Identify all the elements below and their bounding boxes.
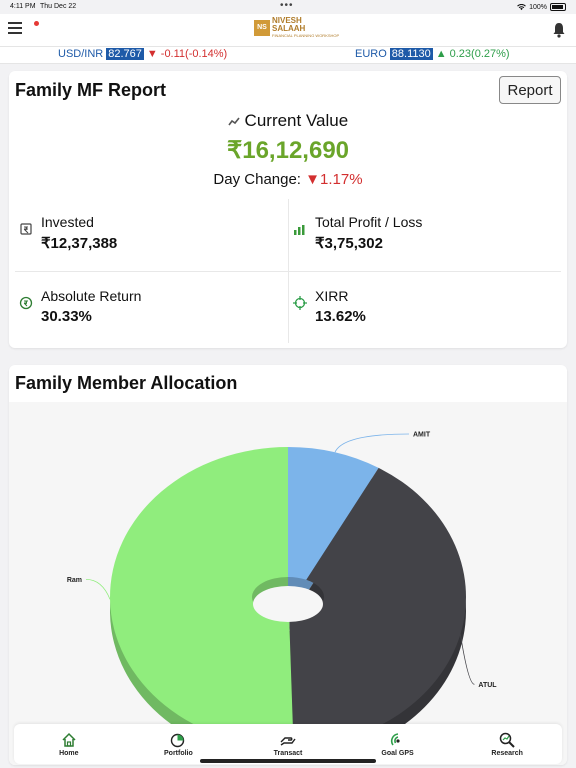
absolute-return-label: Absolute Return — [41, 288, 142, 304]
battery-percent: 100% — [529, 3, 547, 11]
stats-divider-v — [288, 199, 289, 343]
profit-loss-value: ₹3,75,302 — [315, 235, 383, 252]
logo-line1: NIVESH — [272, 16, 302, 25]
pie-label-atul: ATUL — [478, 682, 497, 689]
goal-gps-icon — [390, 732, 400, 745]
usd-down-icon: ▼ — [146, 48, 158, 60]
xirr-label: XIRR — [315, 288, 349, 304]
target-icon — [293, 296, 307, 310]
pie-label-amit: AMIT — [413, 432, 431, 439]
research-icon — [499, 732, 515, 748]
family-member-allocation-card: Family Member Allocation AMIT ATUL Ram — [9, 365, 567, 765]
current-value-text: Current Value — [244, 111, 349, 130]
tab-research-label: Research — [491, 749, 523, 757]
xirr-value: 13.62% — [315, 308, 366, 325]
day-change: Day Change: ▼1.17% — [9, 171, 567, 188]
app-header: NS NIVESH SALAAH FINANCIAL PLANNING WORK… — [0, 14, 576, 46]
menu-icon[interactable] — [8, 22, 22, 34]
pie-label-ram: Ram — [67, 577, 82, 584]
transact-icon — [280, 736, 296, 746]
tab-transact[interactable]: Transact — [233, 724, 343, 764]
invested-icon — [20, 223, 32, 235]
wifi-icon — [517, 3, 526, 10]
usd-label: USD/INR — [58, 48, 104, 60]
portfolio-icon — [171, 733, 185, 747]
multitask-dots[interactable]: ••• — [280, 0, 294, 11]
tab-goal-gps-label: Goal GPS — [381, 749, 414, 757]
current-value-amount: ₹16,12,690 — [226, 137, 350, 164]
pie-slice-atul[interactable] — [289, 467, 467, 747]
home-icon — [62, 732, 76, 747]
euro-up-icon: ▲ — [435, 48, 447, 60]
tab-research[interactable]: Research — [452, 724, 562, 764]
euro-value: 88.1130 — [389, 48, 433, 60]
day-change-down-icon: ▼ — [305, 171, 321, 188]
bell-icon[interactable] — [552, 22, 566, 38]
report-title: Family MF Report — [15, 80, 167, 100]
invested-label: Invested — [41, 214, 94, 230]
family-mf-report-card: Family MF Report Report Current Value ₹1… — [9, 71, 567, 348]
usd-change: -0.11(-0.14%) — [160, 48, 228, 60]
app-logo: NS NIVESH SALAAH FINANCIAL PLANNING WORK… — [254, 17, 339, 38]
status-date: Thu Dec 22 — [40, 3, 77, 10]
logo-subtitle: FINANCIAL PLANNING WORKSHOP — [272, 33, 340, 38]
pie-label-line-atul — [460, 634, 475, 685]
notification-dot — [34, 21, 39, 26]
tab-home[interactable]: Home — [14, 724, 124, 764]
tab-portfolio[interactable]: Portfolio — [124, 724, 234, 764]
euro-label: EURO — [355, 48, 387, 60]
pie-label-line-amit — [334, 433, 410, 453]
pie-slice-amit[interactable] — [288, 447, 379, 580]
return-icon — [19, 296, 33, 310]
home-indicator — [200, 759, 376, 763]
usd-value: 82.767 — [106, 48, 144, 60]
pie-label-line-ram — [86, 578, 111, 600]
logo-mark: NS — [254, 19, 270, 36]
trend-icon — [228, 117, 240, 125]
euro-change: 0.23(0.27%) — [449, 48, 510, 60]
tab-transact-label: Transact — [273, 749, 303, 757]
euro-rate: EURO 88.1130 ▲ 0.23(0.27%) — [355, 48, 510, 60]
status-bar: 4:11 PM Thu Dec 22 ••• 100% — [0, 0, 576, 14]
tab-portfolio-label: Portfolio — [164, 749, 193, 757]
pie-hole — [253, 586, 323, 622]
allocation-chart-area: AMIT ATUL Ram — [9, 402, 567, 765]
current-value-label: Current Value — [9, 111, 567, 131]
allocation-pie-chart[interactable]: AMIT ATUL Ram — [9, 402, 567, 765]
allocation-title: Family Member Allocation — [15, 373, 238, 393]
day-change-label: Day Change: — [213, 171, 301, 188]
invested-value: ₹12,37,388 — [41, 235, 118, 252]
tab-home-label: Home — [59, 749, 79, 757]
pie-slice-ram[interactable] — [110, 447, 294, 747]
tab-goal-gps[interactable]: Goal GPS — [343, 724, 453, 764]
logo-line2: SALAAH — [272, 24, 306, 33]
bottom-tab-bar: Home Portfolio Transact Goal GPS Researc… — [14, 724, 562, 764]
status-time: 4:11 PM — [10, 3, 36, 10]
profit-loss-label: Total Profit / Loss — [315, 214, 423, 230]
absolute-return-value: 30.33% — [41, 308, 92, 325]
day-change-value: 1.17% — [320, 171, 363, 188]
battery-icon — [550, 3, 566, 11]
report-button[interactable]: Report — [499, 76, 561, 104]
usd-inr-rate: USD/INR 82.767 ▼ -0.11(-0.14%) — [58, 48, 227, 60]
bar-chart-icon — [294, 225, 305, 235]
currency-ticker: USD/INR 82.767 ▼ -0.11(-0.14%) EURO 88.1… — [0, 46, 576, 64]
